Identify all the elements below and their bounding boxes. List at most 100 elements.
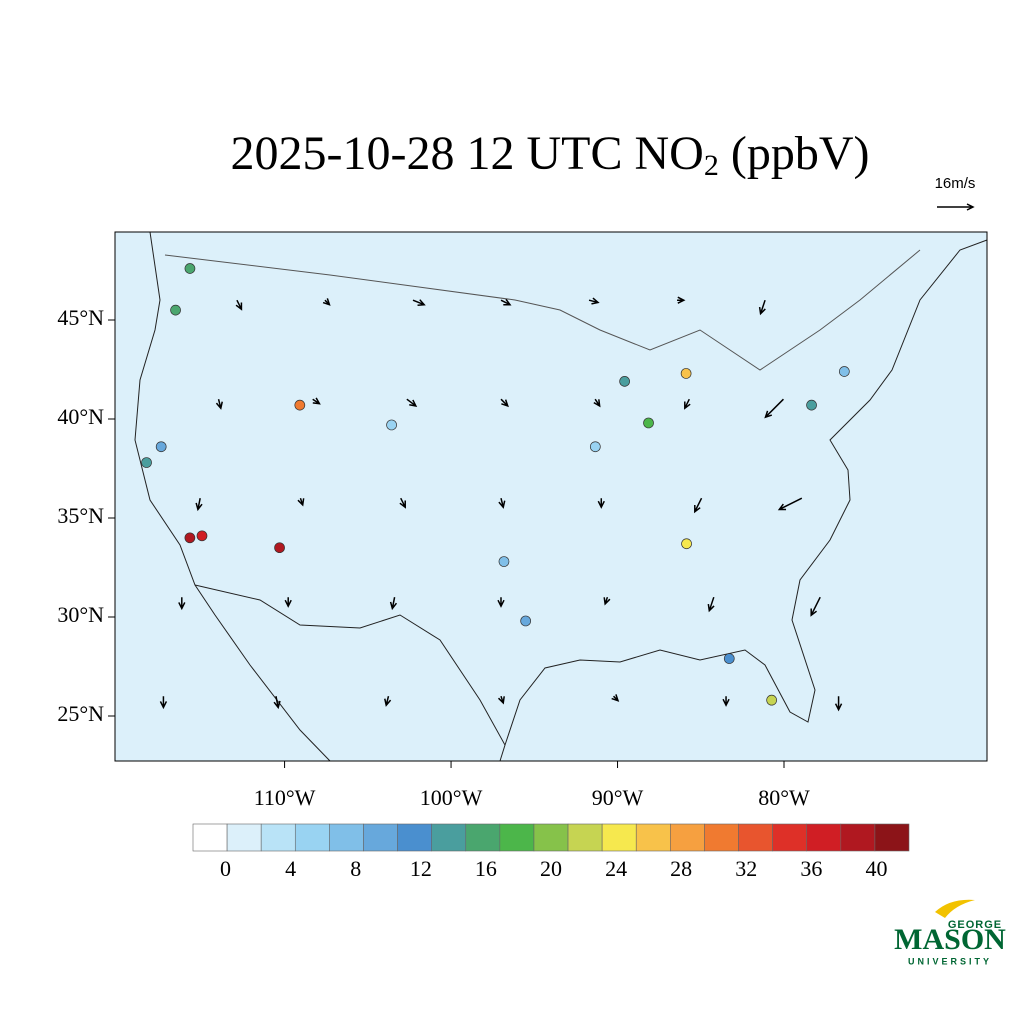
wind-arrow xyxy=(322,298,331,306)
station xyxy=(274,542,285,554)
wind-arrow xyxy=(498,498,506,509)
lat-tick-label: 45°N xyxy=(57,305,104,330)
wind-arrow xyxy=(684,398,691,410)
wind-arrow xyxy=(399,497,406,509)
wind-arrow xyxy=(722,696,730,707)
title-suffix: (ppbV) xyxy=(719,127,870,180)
colorbar-box xyxy=(840,823,876,852)
lon-tick-label: 90°W xyxy=(592,785,644,810)
wind-arrow xyxy=(235,299,243,311)
colorbar-box xyxy=(601,823,637,852)
colorbar-box xyxy=(499,823,535,852)
wind-arrow xyxy=(810,596,821,617)
wind-arrow xyxy=(273,696,281,710)
colorbar-tick-label: 12 xyxy=(410,856,432,881)
wind-arrow xyxy=(694,497,703,514)
colorbar-box xyxy=(260,823,296,852)
logo-swoosh xyxy=(935,899,975,918)
wind-reference-arrow xyxy=(937,203,975,211)
colorbar-box xyxy=(874,823,910,852)
wind-arrow xyxy=(497,695,505,705)
lon-tick-label: 100°W xyxy=(420,785,483,810)
wind-arrow xyxy=(764,398,784,419)
lon-tick-label: 110°W xyxy=(254,785,316,810)
wind-arrow xyxy=(195,498,203,512)
lon-tick-label: 80°W xyxy=(758,785,810,810)
colorbar-box xyxy=(772,823,808,852)
lat-tick-label: 40°N xyxy=(57,404,104,429)
station xyxy=(520,615,532,627)
coastline-west xyxy=(134,231,331,762)
wind-arrow xyxy=(284,597,292,608)
wind-arrow xyxy=(588,297,600,305)
colorbar-box xyxy=(431,823,467,852)
colorbar-box xyxy=(567,823,603,852)
stations xyxy=(141,263,850,706)
wind-arrow xyxy=(312,397,321,405)
colorbar-box xyxy=(738,823,773,852)
border-mexico xyxy=(194,584,506,762)
wind-arrow xyxy=(777,497,803,511)
station xyxy=(806,399,817,411)
wind-arrow xyxy=(500,298,512,306)
station xyxy=(294,399,306,411)
wind-arrow xyxy=(500,398,509,408)
colorbar-box xyxy=(363,823,398,852)
colorbar-box xyxy=(670,823,705,852)
coastline-east xyxy=(504,239,988,746)
colorbar-tick-label: 16 xyxy=(475,856,497,881)
colorbar-box xyxy=(329,823,364,852)
title-prefix: 2025-10-28 12 UTC NO xyxy=(231,127,704,180)
title: 2025-10-28 12 UTC NO2 (ppbV) xyxy=(231,127,870,182)
wind-arrow xyxy=(215,399,223,410)
colorbar-tick-label: 36 xyxy=(800,856,822,881)
station xyxy=(184,532,196,544)
colorbar-box xyxy=(192,823,228,852)
colorbar-tick-label: 0 xyxy=(220,856,231,881)
lat-tick-label: 30°N xyxy=(57,602,104,627)
wind-arrow xyxy=(603,596,611,606)
wind-arrow xyxy=(384,696,392,707)
wind-arrow xyxy=(707,596,715,613)
logo-bottom: UNIVERSITY xyxy=(908,956,992,966)
station xyxy=(386,419,397,431)
wind-arrow xyxy=(677,296,686,304)
station xyxy=(766,694,777,706)
wind-arrow xyxy=(412,299,426,307)
colorbar-tick-label: 24 xyxy=(605,856,627,881)
colorbar-box xyxy=(533,823,569,852)
wind-arrow xyxy=(178,597,186,611)
colorbar-tick-label: 28 xyxy=(670,856,692,881)
colorbar-box xyxy=(294,823,330,852)
lat-tick-label: 35°N xyxy=(57,503,104,528)
colorbar-box xyxy=(397,823,432,852)
colorbar-tick-label: 8 xyxy=(350,856,361,881)
station xyxy=(723,653,735,664)
map-background xyxy=(115,232,987,761)
wind-arrow xyxy=(297,497,305,507)
lat-tick-label: 25°N xyxy=(57,701,104,726)
station xyxy=(498,556,510,567)
colorbar-tick-label: 4 xyxy=(285,856,296,881)
station xyxy=(838,366,850,377)
station xyxy=(589,441,601,453)
station xyxy=(681,538,692,550)
wind-arrows xyxy=(159,296,843,712)
wind-arrow xyxy=(758,299,766,316)
wind-arrow xyxy=(597,498,605,509)
wind-arrow xyxy=(611,694,620,702)
logo-top: GEORGE xyxy=(948,919,1002,931)
station xyxy=(141,457,152,468)
coastlines xyxy=(134,231,988,762)
station xyxy=(196,530,208,542)
station xyxy=(184,263,196,274)
colorbar-box xyxy=(806,823,842,852)
colorbar-box xyxy=(635,823,671,852)
wind-arrow xyxy=(834,696,843,712)
station xyxy=(680,368,692,379)
wind-arrow xyxy=(159,696,168,710)
colorbar: 0 4 8 12 16 20 24 28 32 36 40 xyxy=(192,823,910,881)
station xyxy=(155,441,167,453)
